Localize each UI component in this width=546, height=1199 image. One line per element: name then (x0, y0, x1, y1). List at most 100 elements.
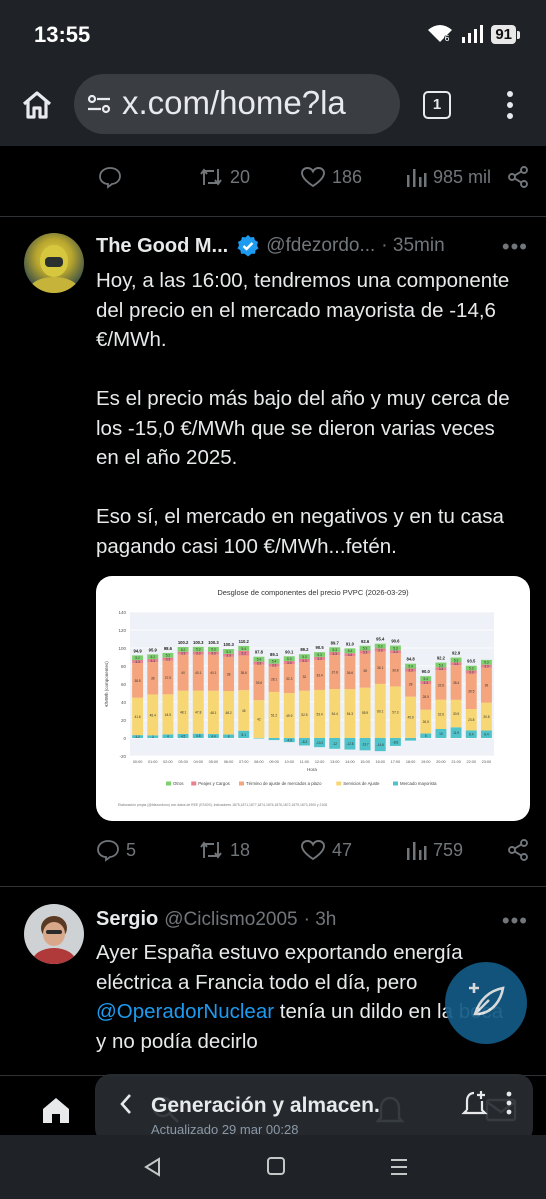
total-label: 95.9 (149, 647, 158, 652)
total-label: 98.6 (164, 646, 173, 651)
bar-segment (132, 663, 144, 698)
tweet-header: The Good M... @fdezordo... · 35min (96, 234, 445, 258)
site-settings-icon[interactable] (86, 92, 112, 116)
bar-segment (359, 653, 371, 688)
data-label: 42 (257, 718, 261, 722)
y-tick-label: 140 (118, 610, 126, 615)
x-tick-label: 13:00 (330, 760, 340, 764)
tweet-media-chart[interactable]: Desglose de componentes del precio PVPC … (96, 576, 530, 821)
like-button[interactable]: 186 (300, 165, 362, 189)
data-label: 5.3 (439, 663, 444, 667)
total-label: 92.9 (452, 651, 461, 656)
author-handle[interactable]: @Ciclismo2005 (164, 908, 298, 930)
x-tick-label: 09:00 (269, 760, 279, 764)
data-label: 8.1 (242, 733, 247, 737)
tweet-time[interactable]: · 35min (381, 235, 445, 256)
bar-segment (238, 655, 250, 691)
compose-button[interactable] (445, 962, 527, 1044)
data-label: -10.2 (316, 741, 323, 745)
recent-apps-icon[interactable] (266, 1156, 286, 1176)
address-bar[interactable]: x.com/home?la (74, 74, 400, 134)
bar-segment (420, 676, 432, 682)
more-icon[interactable]: ••• (501, 908, 528, 933)
tabs-icon[interactable]: 1 (423, 91, 451, 119)
home-icon[interactable] (40, 1094, 72, 1126)
data-label: 45 (242, 709, 246, 713)
author-name[interactable]: Sergio (96, 908, 159, 930)
y-axis-label: €/MWh (componentes) (104, 661, 109, 707)
data-label: 45.9 (407, 716, 413, 720)
bar-segment (359, 687, 371, 738)
bar-segment (268, 738, 280, 741)
data-label: 53.4 (316, 712, 322, 716)
data-label: 3.3 (348, 653, 353, 657)
tweet-paragraph: Hoy, a las 16:00, tendremos una componen… (96, 269, 515, 351)
bar-segment (283, 664, 295, 694)
data-label: 5.3 (317, 653, 322, 657)
avatar[interactable] (24, 233, 84, 293)
data-label: 52.5 (301, 713, 307, 717)
like-button[interactable]: 47 (300, 838, 352, 862)
mention-link[interactable]: @OperadorNuclear (96, 1000, 275, 1023)
data-label: 5.4 (408, 664, 413, 668)
bar-segment (147, 659, 159, 663)
more-vert-icon[interactable] (500, 88, 520, 122)
data-label: 36.1 (377, 666, 383, 670)
tweet-card[interactable]: The Good M... @fdezordo... · 35min ••• H… (0, 216, 546, 886)
data-label: 5.4 (242, 647, 247, 651)
tweet-time[interactable]: · 3h (303, 908, 337, 930)
bell-plus-icon[interactable] (461, 1088, 491, 1118)
bar-segment (329, 655, 341, 690)
bar-segment (177, 690, 189, 734)
bar-segment (147, 694, 159, 736)
bar-segment (435, 699, 447, 729)
data-label: 38 (227, 672, 231, 676)
avatar[interactable] (24, 904, 84, 964)
bar-segment (465, 730, 477, 738)
back-icon[interactable] (143, 1157, 163, 1177)
community-bubble[interactable]: Generación y almacen. Actualizado 29 mar… (95, 1074, 533, 1144)
data-label: 49.9 (286, 714, 292, 718)
bar-segment (147, 662, 159, 695)
total-label: 91.0 (346, 641, 355, 646)
share-button[interactable] (506, 165, 530, 189)
menu-icon[interactable] (389, 1157, 409, 1177)
author-handle[interactable]: @fdezordo... (266, 235, 376, 256)
bar-segment (283, 738, 295, 743)
battery-indicator: 91 (491, 24, 520, 44)
data-label: 51.2 (271, 713, 277, 717)
repost-button[interactable]: 20 (198, 165, 250, 189)
data-label: 38 (363, 669, 367, 673)
reply-button[interactable]: 5 (96, 838, 136, 862)
data-label: 38.5 (134, 679, 140, 683)
bar-segment (207, 734, 219, 738)
repost-button[interactable]: 18 (198, 838, 250, 862)
reply-button[interactable] (98, 165, 122, 189)
y-tick-label: 0 (123, 736, 126, 741)
x-tick-label: 22:00 (466, 760, 476, 764)
home-icon[interactable] (20, 88, 54, 122)
views-button[interactable]: 759 (405, 838, 463, 862)
data-label: 3 (152, 735, 154, 739)
data-label: 5.3 (454, 658, 459, 662)
bubble-title[interactable]: Generación y almacen. (151, 1094, 380, 1117)
views-count: 759 (433, 839, 464, 860)
views-button[interactable]: 985 mil (405, 165, 491, 189)
data-label: 5.3 (287, 657, 292, 661)
more-vert-icon[interactable] (505, 1090, 513, 1116)
bar-segment (162, 652, 174, 658)
data-label: 3.3 (469, 670, 474, 674)
data-label: 4.4 (211, 734, 216, 738)
chevron-left-icon[interactable] (119, 1092, 133, 1116)
bar-segment (223, 649, 235, 654)
share-button[interactable] (506, 838, 530, 862)
author-name[interactable]: The Good M... (96, 234, 229, 257)
more-icon[interactable]: ••• (501, 234, 528, 259)
x-axis-label: Hora (307, 767, 317, 772)
data-label: 4 (167, 735, 169, 739)
bar-segment (177, 651, 189, 655)
bar-segment (238, 645, 250, 651)
chart-footer: Elaboración propia (@fdezordono) con dat… (118, 803, 327, 807)
url-text[interactable]: x.com/home?la (122, 84, 346, 121)
status-icons: 6 91 (427, 24, 520, 44)
